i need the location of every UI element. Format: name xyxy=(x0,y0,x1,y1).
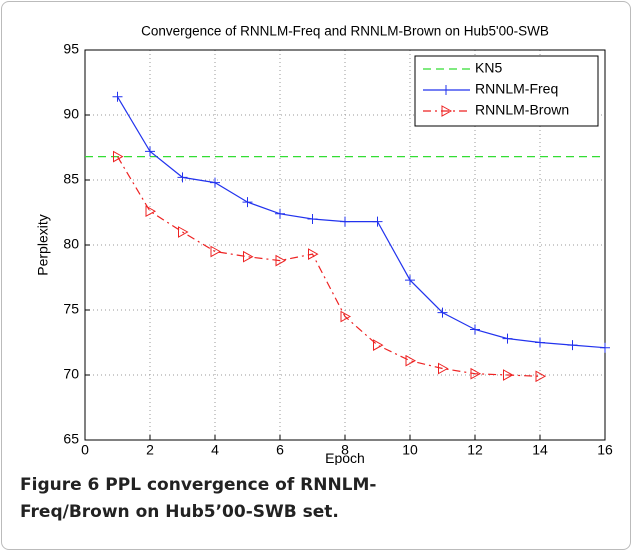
point-marker xyxy=(441,105,453,117)
point-marker xyxy=(275,254,287,267)
point-marker xyxy=(535,337,545,348)
point-marker xyxy=(308,248,319,260)
y-axis-label: Perplexity xyxy=(35,214,51,275)
point-marker xyxy=(177,172,188,183)
point-marker xyxy=(405,354,417,367)
caption-label: Figure 6 xyxy=(20,475,100,495)
point-marker xyxy=(600,342,610,353)
chart-title: Convergence of RNNLM-Freq and RNNLM-Brow… xyxy=(141,24,549,39)
point-marker xyxy=(145,146,155,157)
series-line xyxy=(116,96,606,349)
y-tick-label: 90 xyxy=(63,106,79,122)
y-tick-label: 70 xyxy=(63,366,79,382)
point-marker xyxy=(502,333,513,344)
point-marker xyxy=(113,150,124,163)
point-marker xyxy=(307,214,318,224)
point-marker xyxy=(535,370,547,383)
x-tick-label: 16 xyxy=(597,442,613,458)
point-marker xyxy=(340,310,352,323)
y-tick-label: 65 xyxy=(63,431,79,447)
x-tick-label: 12 xyxy=(467,442,483,458)
x-tick-label: 8 xyxy=(341,442,349,458)
point-marker xyxy=(243,250,254,263)
point-marker xyxy=(437,307,448,318)
point-marker xyxy=(210,177,220,188)
caption-text: PPL convergence of RNNLM-Freq/Brown on H… xyxy=(20,475,377,522)
point-marker xyxy=(373,339,384,351)
x-tick-label: 4 xyxy=(211,442,219,458)
point-marker xyxy=(275,208,285,219)
legend-label: RNNLM-Brown xyxy=(475,102,569,118)
point-marker xyxy=(178,226,189,238)
x-tick-label: 6 xyxy=(276,442,284,458)
point-marker xyxy=(470,324,480,335)
y-tick-label: 75 xyxy=(63,301,79,317)
point-marker xyxy=(438,362,449,375)
point-marker xyxy=(441,85,451,95)
point-marker xyxy=(210,245,222,258)
chart: Convergence of RNNLM-Freq and RNNLM-Brow… xyxy=(35,24,613,465)
point-marker xyxy=(503,369,514,381)
y-tick-label: 85 xyxy=(63,171,79,187)
plot-frame xyxy=(84,49,606,441)
y-tick-label: 95 xyxy=(63,41,79,57)
point-marker xyxy=(372,216,383,227)
y-tick-label: 80 xyxy=(63,236,79,252)
x-tick-label: 10 xyxy=(402,442,418,458)
point-marker xyxy=(112,91,123,102)
point-marker xyxy=(242,197,253,208)
x-tick-label: 14 xyxy=(532,442,548,458)
series-line xyxy=(116,156,541,377)
x-tick-label: 0 xyxy=(81,442,89,458)
legend-label: KN5 xyxy=(475,60,502,76)
point-marker xyxy=(340,216,350,227)
point-marker xyxy=(470,367,482,380)
point-marker xyxy=(405,275,415,286)
point-marker xyxy=(145,205,157,218)
point-marker xyxy=(567,340,578,351)
caption: Figure 6 PPL convergence of RNNLM-Freq/B… xyxy=(20,472,470,526)
x-axis-label: Epoch xyxy=(325,450,365,465)
x-tick-label: 2 xyxy=(146,442,154,458)
legend-label: RNNLM-Freq xyxy=(475,81,558,97)
